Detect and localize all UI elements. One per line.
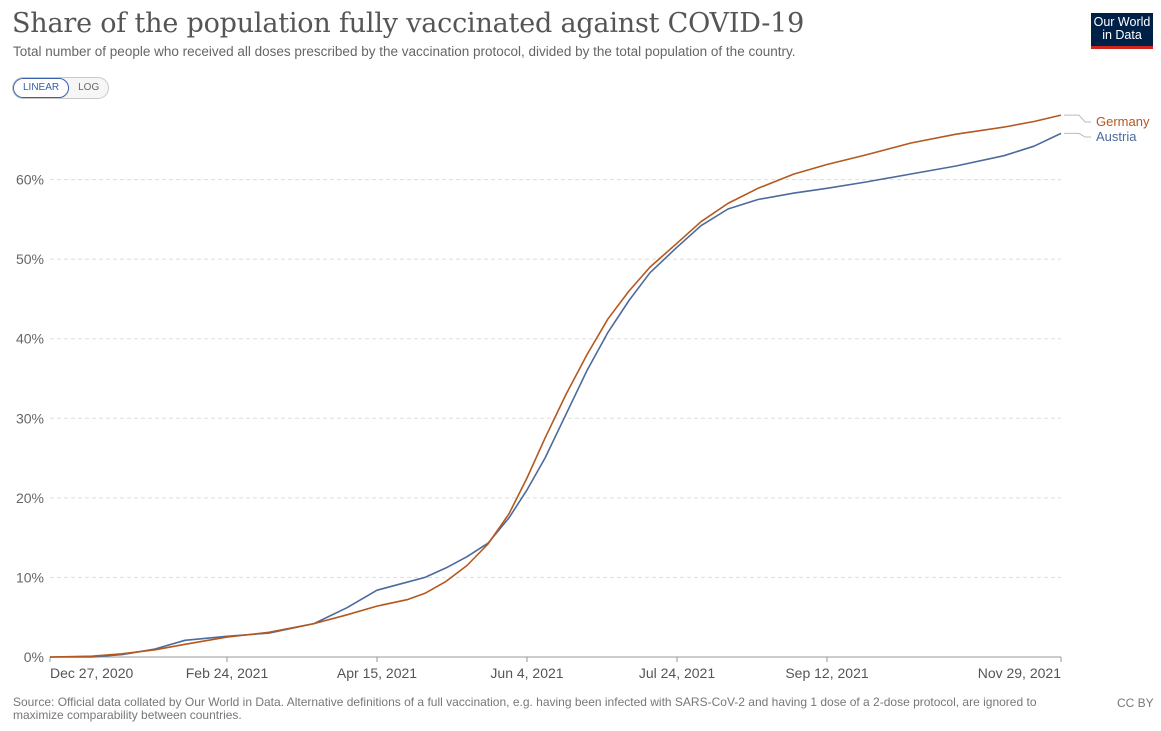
y-tick-label: 0% — [24, 649, 44, 665]
logo-line-1: Our World — [1093, 15, 1151, 29]
log-scale-button[interactable]: LOG — [78, 82, 100, 93]
x-tick-label: Sep 12, 2021 — [785, 665, 869, 681]
line-chart: 0% 10% 20% 30% 40% 50% 60% Dec 27, 2020 Feb 24, … — [16, 114, 1150, 681]
y-tick-label: 30% — [16, 410, 44, 426]
label-connector — [1064, 132, 1091, 138]
scale-toggle: LINEAR LOG — [12, 77, 110, 99]
x-tick-label: Jul 24, 2021 — [639, 665, 715, 681]
chart-title: Share of the population fully vaccinated… — [12, 8, 805, 39]
x-tick-label: Nov 29, 2021 — [978, 665, 1061, 681]
series-line-austria — [50, 132, 1062, 658]
label-connector — [1064, 114, 1091, 123]
y-tick-label: 20% — [16, 490, 44, 506]
owid-logo[interactable]: Our World in Data — [1091, 13, 1153, 49]
linear-scale-button[interactable]: LINEAR — [13, 78, 70, 98]
series-label-germany[interactable]: Germany — [1096, 114, 1150, 129]
y-tick-label: 60% — [16, 172, 44, 188]
chart-subtitle: Total number of people who received all … — [13, 44, 796, 59]
source-note: Source: Official data collated by Our Wo… — [13, 695, 1037, 722]
license-link[interactable]: CC BY — [1117, 696, 1154, 710]
x-tick-label: Feb 24, 2021 — [186, 665, 269, 681]
x-tick-label: Apr 15, 2021 — [337, 665, 417, 681]
series-label-austria[interactable]: Austria — [1096, 129, 1137, 144]
logo-line-2: in Data — [1102, 28, 1142, 42]
y-tick-label: 40% — [16, 331, 44, 347]
x-tick-label: Jun 4, 2021 — [490, 665, 563, 681]
series-line-germany — [49, 114, 1062, 658]
y-tick-label: 50% — [16, 251, 44, 267]
x-tick-label: Dec 27, 2020 — [50, 665, 133, 681]
y-tick-label: 10% — [16, 569, 44, 585]
